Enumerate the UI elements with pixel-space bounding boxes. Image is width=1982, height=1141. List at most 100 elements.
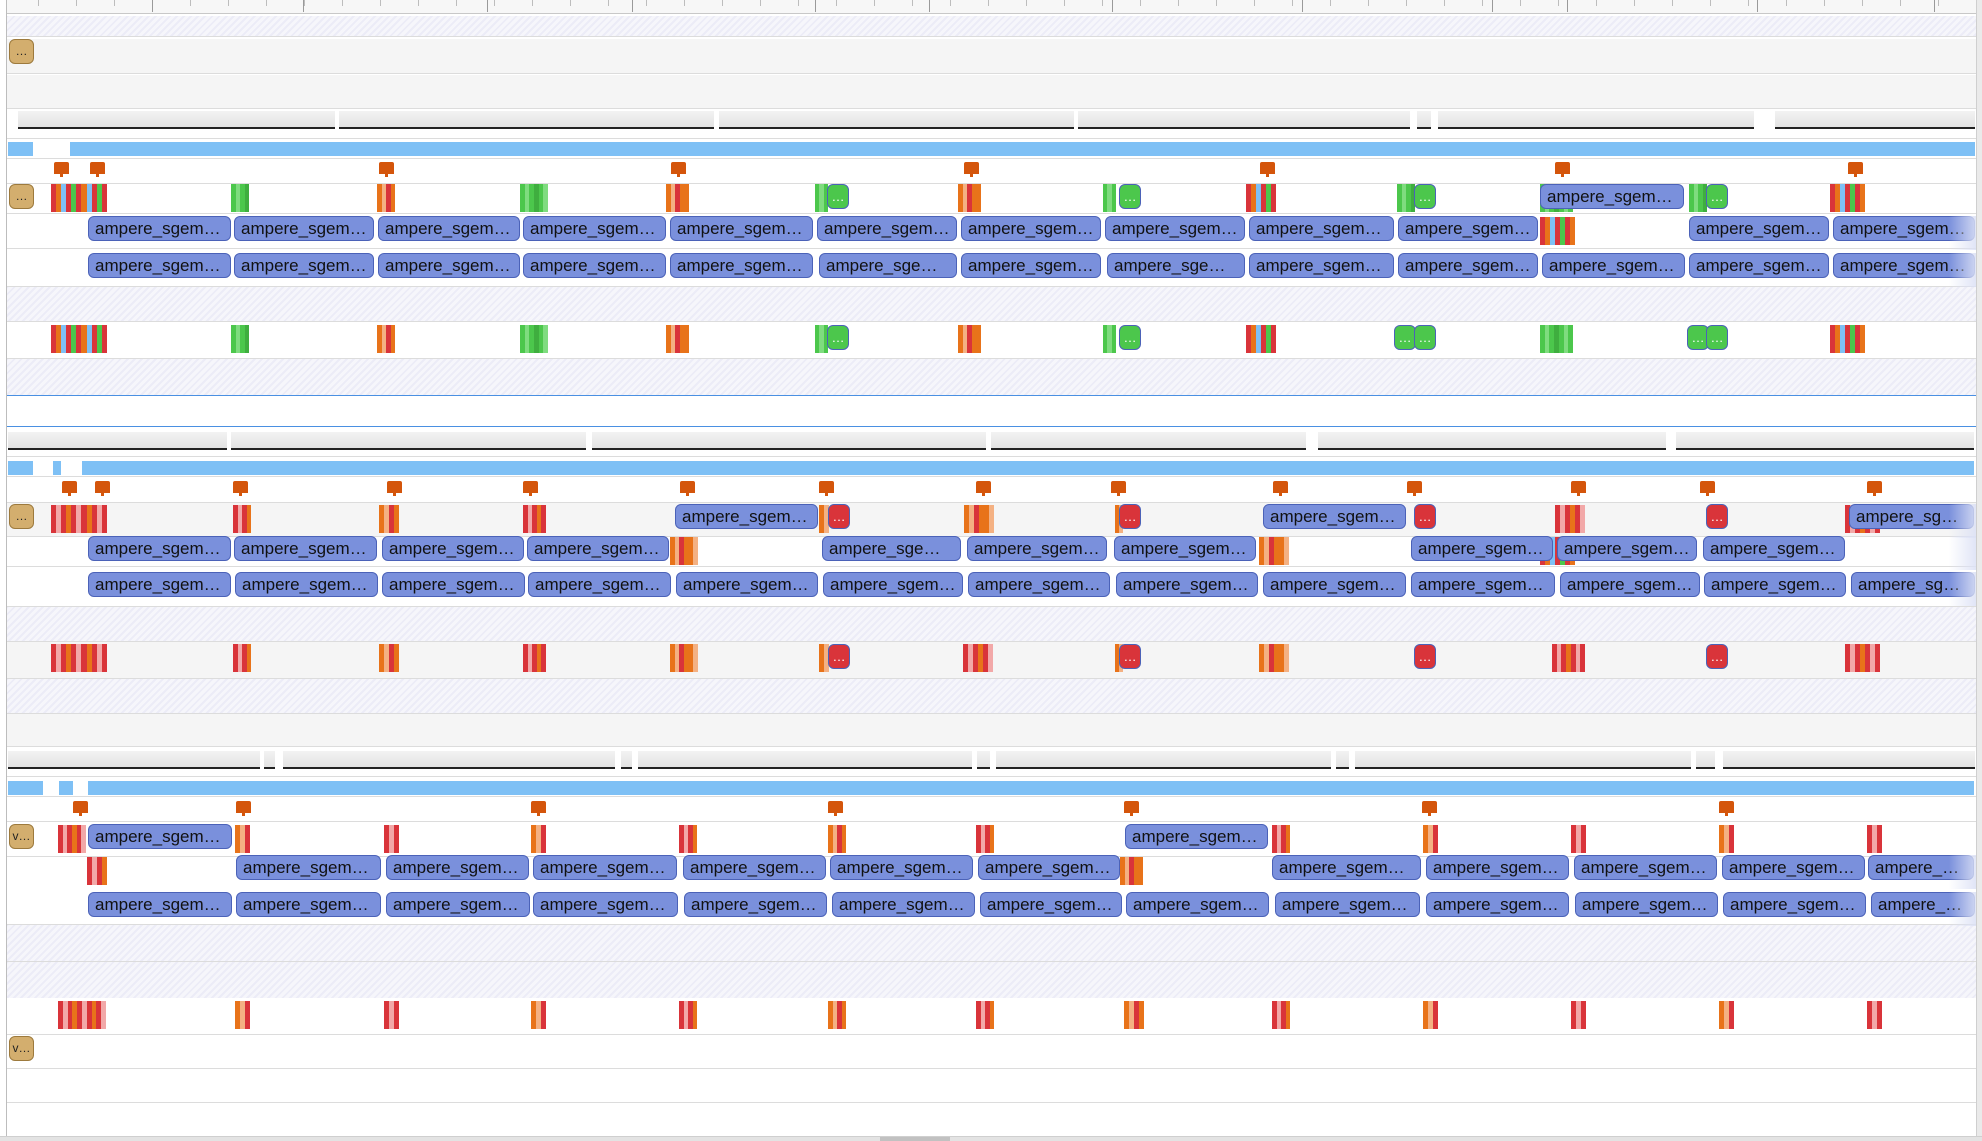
kernel-block[interactable]: ampere_sge… (1849, 504, 1974, 529)
kernel-block[interactable]: ampere_sgem… (1723, 892, 1866, 917)
collapsed-slice-more-horizontal-icon[interactable]: … (1119, 644, 1141, 669)
kernel-block[interactable]: ampere_sgem… (523, 253, 666, 278)
collapsed-slice-more-horizontal-icon[interactable]: … (1706, 184, 1728, 209)
kernel-block[interactable]: ampere_sgem… (378, 216, 520, 241)
track-row[interactable] (6, 714, 1977, 747)
kernel-block[interactable]: ampere_sgem… (1249, 216, 1394, 241)
kernel-block[interactable]: ampere_sgem… (1833, 216, 1975, 241)
kernel-block[interactable]: ampere_sgem… (1275, 892, 1420, 917)
kernel-block[interactable]: ampere_sgem… (88, 572, 231, 597)
kernel-block[interactable]: ampere_sgem… (1833, 253, 1975, 278)
track-row[interactable] (6, 1035, 1977, 1069)
kernel-block[interactable]: ampere_sgem… (832, 892, 975, 917)
kernel-block[interactable]: ampere_sgem… (88, 216, 231, 241)
kernel-block[interactable]: ampere_sgem… (1398, 253, 1538, 278)
kernel-block[interactable]: ampere_sgem… (670, 253, 813, 278)
track-row[interactable] (6, 39, 1977, 74)
collapsed-slice-more-horizontal-icon[interactable]: … (1414, 504, 1436, 529)
kernel-block[interactable]: ampere_sgem… (1263, 572, 1406, 597)
kernel-block[interactable]: ampere_sgem… (1689, 253, 1829, 278)
kernel-block[interactable]: ampere_sgem… (961, 253, 1101, 278)
track-row[interactable] (6, 287, 1977, 322)
collapsed-slice-more-horizontal-icon[interactable]: … (828, 644, 850, 669)
process-label-chip[interactable]: v… (9, 1036, 34, 1061)
kernel-block[interactable]: ampere_sgem… (234, 253, 374, 278)
kernel-block[interactable]: ampere_sgem… (1557, 536, 1697, 561)
kernel-block[interactable]: ampere_sgem… (1542, 253, 1685, 278)
kernel-block[interactable]: ampere_sgem… (1116, 572, 1258, 597)
kernel-block[interactable]: ampere_sgem… (1114, 536, 1256, 561)
kernel-block[interactable]: ampere_sge… (1851, 572, 1975, 597)
kernel-block[interactable]: ampere_sgem… (819, 253, 957, 278)
collapsed-slice-more-horizontal-icon[interactable]: … (1414, 184, 1436, 209)
kernel-block[interactable]: ampere_sgem… (386, 855, 529, 880)
kernel-block[interactable]: ampere_sgem… (968, 572, 1110, 597)
collapsed-slice-more-horizontal-icon[interactable]: … (827, 184, 849, 209)
kernel-block[interactable]: ampere_sgem… (386, 892, 530, 917)
kernel-block[interactable]: ampere_sgem… (382, 536, 524, 561)
horizontal-scrollbar[interactable] (0, 1136, 1982, 1141)
kernel-block[interactable]: ampere_sgem… (1722, 855, 1865, 880)
kernel-block[interactable]: ampere_sgem… (978, 855, 1120, 880)
collapsed-slice-more-horizontal-icon[interactable]: … (828, 504, 850, 529)
track-row[interactable] (6, 359, 1977, 396)
kernel-block[interactable]: ampere_sgem… (88, 253, 231, 278)
kernel-block[interactable]: ampere_sgem… (236, 855, 381, 880)
track-row[interactable] (6, 75, 1977, 109)
track-row[interactable] (6, 679, 1977, 714)
kernel-block[interactable]: ampere_sgem… (382, 572, 525, 597)
kernel-block[interactable]: ampere_sgem… (527, 536, 669, 561)
kernel-block[interactable]: ampere_sgem… (1126, 892, 1269, 917)
kernel-block[interactable]: ampere_sgem… (1411, 536, 1553, 561)
kernel-block[interactable]: ampere_sgem… (830, 855, 973, 880)
track-row[interactable] (6, 962, 1977, 999)
vertical-scrollbar[interactable] (1976, 0, 1982, 1141)
kernel-block[interactable]: ampere_sgem… (528, 572, 671, 597)
kernel-block[interactable]: ampere_sgem… (1411, 572, 1555, 597)
track-row[interactable] (6, 1069, 1977, 1103)
kernel-block[interactable]: ampere_sgem… (533, 892, 678, 917)
kernel-block[interactable]: ampere_sgem… (684, 892, 827, 917)
collapsed-slice-more-horizontal-icon[interactable]: … (1706, 644, 1728, 669)
kernel-block[interactable]: ampere_sgem… (235, 572, 378, 597)
kernel-block[interactable]: ampere_sgem… (1263, 504, 1406, 529)
kernel-block[interactable]: ampere_sgem… (236, 892, 381, 917)
kernel-block[interactable]: ampere_sgem… (1426, 855, 1569, 880)
kernel-block[interactable]: ampere_sgem… (1125, 824, 1268, 849)
process-label-chip[interactable]: … (9, 39, 34, 64)
time-ruler[interactable] (0, 0, 1982, 14)
horizontal-scrollbar-thumb[interactable] (880, 1137, 950, 1141)
kernel-block[interactable]: ampere_sgem… (1574, 855, 1717, 880)
kernel-block[interactable]: ampere_sgem… (1105, 216, 1245, 241)
kernel-block[interactable]: ampere_sgemm… (1272, 855, 1421, 880)
kernel-block[interactable]: ampere_sgem… (1689, 216, 1829, 241)
collapsed-slice-more-horizontal-icon[interactable]: … (1706, 325, 1728, 350)
process-label-chip[interactable]: v… (9, 824, 34, 849)
collapsed-slice-more-horizontal-icon[interactable]: … (1394, 325, 1416, 350)
track-row[interactable] (6, 322, 1977, 359)
kernel-block[interactable]: ampere_s… (1871, 892, 1975, 917)
process-label-chip[interactable]: … (9, 184, 34, 209)
kernel-block[interactable]: ampere_sgem… (88, 536, 231, 561)
kernel-block[interactable]: ampere_sgem… (823, 572, 963, 597)
track-row[interactable] (6, 607, 1977, 642)
kernel-block[interactable]: ampere_sgem… (967, 536, 1107, 561)
collapsed-slice-more-horizontal-icon[interactable]: … (1119, 325, 1141, 350)
kernel-block[interactable]: ampere_sgem… (1560, 572, 1700, 597)
track-row[interactable] (6, 478, 1977, 503)
kernel-block[interactable]: ampere_sgem… (88, 824, 232, 849)
kernel-block[interactable]: ampere_sgem… (822, 536, 961, 561)
kernel-block[interactable]: ampere_sgem… (378, 253, 520, 278)
collapsed-slice-more-horizontal-icon[interactable]: … (1414, 644, 1436, 669)
kernel-block[interactable]: ampere_sgem… (1398, 216, 1538, 241)
collapsed-slice-more-horizontal-icon[interactable]: … (1414, 325, 1436, 350)
kernel-block[interactable]: ampere_sgem… (234, 536, 377, 561)
track-row[interactable] (6, 925, 1977, 962)
collapsed-slice-more-horizontal-icon[interactable]: … (827, 325, 849, 350)
kernel-block[interactable]: ampere_sgem… (1704, 572, 1846, 597)
kernel-block[interactable]: ampere_sgem… (961, 216, 1101, 241)
collapsed-slice-more-horizontal-icon[interactable]: … (1706, 504, 1728, 529)
kernel-block[interactable]: ampere_sgem… (1426, 892, 1569, 917)
kernel-block[interactable]: ampere_sgem… (980, 892, 1122, 917)
